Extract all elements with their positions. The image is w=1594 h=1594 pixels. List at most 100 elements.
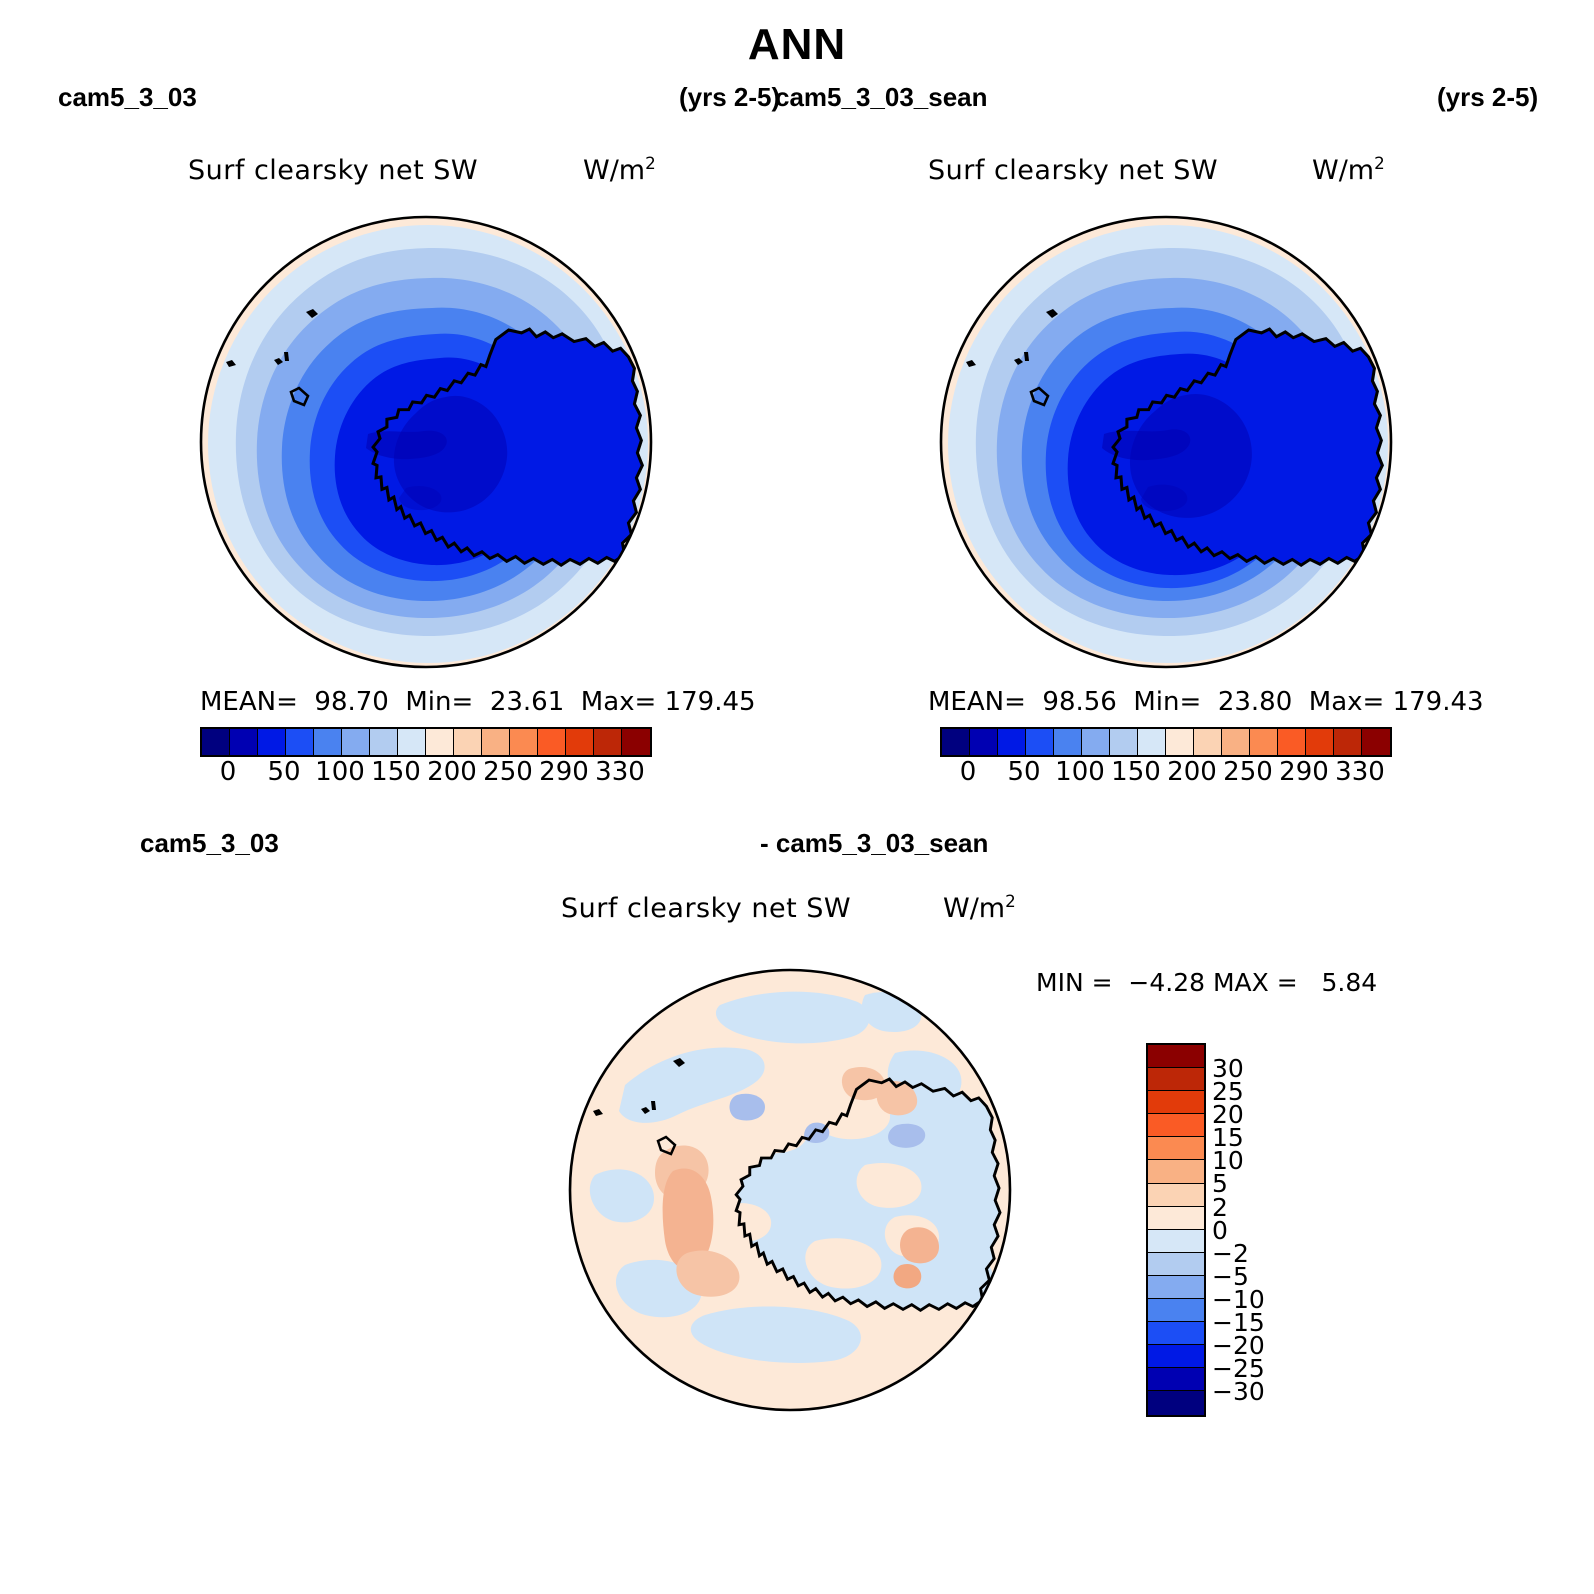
colorbar-cell bbox=[202, 729, 230, 755]
colorbar-cell bbox=[1148, 1206, 1204, 1230]
colorbar-cell bbox=[1148, 1391, 1204, 1415]
diff-header-case-right: - cam5_3_03_sean bbox=[760, 828, 989, 858]
colorbar-cell bbox=[230, 729, 258, 755]
colorbar-cell bbox=[510, 729, 538, 755]
colorbar-cell bbox=[1148, 1160, 1204, 1184]
colorbar-cell bbox=[286, 729, 314, 755]
header-case-left: cam5_3_03 bbox=[58, 82, 197, 112]
colorbar-tick: 0 bbox=[959, 757, 977, 787]
panel1-units-label: W/m2 bbox=[583, 153, 656, 186]
colorbar-cell bbox=[1148, 1091, 1204, 1115]
colorbar-cell bbox=[594, 729, 622, 755]
colorbar-cell bbox=[622, 729, 650, 755]
colorbar-cell bbox=[1082, 729, 1110, 755]
colorbar-cell bbox=[970, 729, 998, 755]
colorbar-cell bbox=[1278, 729, 1306, 755]
colorbar-cell bbox=[1148, 1068, 1204, 1092]
colorbar-cell bbox=[1250, 729, 1278, 755]
panel2-stats: MEAN= 98.56 Min= 23.80 Max= 179.43 bbox=[928, 687, 1484, 717]
colorbar-tick: 25 bbox=[1212, 1077, 1244, 1106]
header-case-right-years: (yrs 2-5) bbox=[1437, 82, 1539, 112]
colorbar-tick: −10 bbox=[1212, 1285, 1265, 1314]
panel3-colorbar[interactable] bbox=[1146, 1043, 1206, 1417]
colorbar-tick: 250 bbox=[483, 757, 533, 787]
colorbar-cell bbox=[1148, 1299, 1204, 1323]
colorbar-cell bbox=[314, 729, 342, 755]
colorbar-cell bbox=[1166, 729, 1194, 755]
panel1-colorbar-ticks: 0 50 100 150 200 250 290 330 bbox=[200, 757, 652, 791]
colorbar-tick: 200 bbox=[1167, 757, 1217, 787]
colorbar-cell bbox=[1026, 729, 1054, 755]
colorbar-cell bbox=[370, 729, 398, 755]
colorbar-cell bbox=[1054, 729, 1082, 755]
colorbar-cell bbox=[454, 729, 482, 755]
colorbar-tick: 5 bbox=[1212, 1169, 1228, 1198]
colorbar-tick: −15 bbox=[1212, 1308, 1265, 1337]
colorbar-tick: 10 bbox=[1212, 1146, 1244, 1175]
panel2-map bbox=[936, 212, 1396, 672]
diff-header-case-left: cam5_3_03 bbox=[140, 828, 279, 858]
panel1-colorbar[interactable] bbox=[200, 727, 652, 757]
header-case-right: cam5_3_03_sean bbox=[775, 82, 988, 112]
colorbar-cell bbox=[398, 729, 426, 755]
colorbar-tick: 330 bbox=[595, 757, 645, 787]
colorbar-cell bbox=[1306, 729, 1334, 755]
colorbar-tick: 0 bbox=[219, 757, 237, 787]
colorbar-cell bbox=[1148, 1137, 1204, 1161]
colorbar-cell bbox=[426, 729, 454, 755]
header-case-left-years: (yrs 2-5) bbox=[679, 82, 781, 112]
colorbar-cell bbox=[998, 729, 1026, 755]
panel2-variable-label: Surf clearsky net SW bbox=[928, 155, 1219, 186]
colorbar-tick: −5 bbox=[1212, 1262, 1249, 1291]
colorbar-cell bbox=[1222, 729, 1250, 755]
colorbar-cell bbox=[1148, 1368, 1204, 1392]
panel3-units-label: W/m2 bbox=[943, 891, 1016, 924]
colorbar-cell bbox=[1138, 729, 1166, 755]
panel3-map bbox=[565, 965, 1015, 1415]
colorbar-cell bbox=[342, 729, 370, 755]
colorbar-tick: 290 bbox=[539, 757, 589, 787]
panel3-variable-label: Surf clearsky net SW bbox=[561, 893, 852, 924]
colorbar-tick: 50 bbox=[267, 757, 301, 787]
colorbar-cell bbox=[1362, 729, 1390, 755]
panel2-colorbar-ticks: 0 50 100 150 200 250 290 330 bbox=[940, 757, 1392, 791]
colorbar-cell bbox=[566, 729, 594, 755]
colorbar-tick: 150 bbox=[371, 757, 421, 787]
colorbar-cell bbox=[1110, 729, 1138, 755]
colorbar-cell bbox=[1148, 1229, 1204, 1253]
colorbar-tick: −25 bbox=[1212, 1354, 1265, 1383]
page-title: ANN bbox=[747, 20, 847, 69]
colorbar-cell bbox=[1148, 1275, 1204, 1300]
colorbar-tick: 150 bbox=[1111, 757, 1161, 787]
colorbar-tick: 290 bbox=[1279, 757, 1329, 787]
colorbar-tick: 15 bbox=[1212, 1123, 1244, 1152]
colorbar-cell bbox=[942, 729, 970, 755]
colorbar-tick: −30 bbox=[1212, 1377, 1265, 1406]
colorbar-tick: −20 bbox=[1212, 1331, 1265, 1360]
colorbar-cell bbox=[538, 729, 566, 755]
colorbar-cell bbox=[1148, 1114, 1204, 1138]
panel2-units-label: W/m2 bbox=[1312, 153, 1385, 186]
colorbar-tick: 20 bbox=[1212, 1100, 1244, 1129]
colorbar-tick: 200 bbox=[427, 757, 477, 787]
colorbar-tick: 50 bbox=[1007, 757, 1041, 787]
panel3-stats: MIN = −4.28 MAX = 5.84 bbox=[1036, 968, 1378, 997]
colorbar-tick: 2 bbox=[1212, 1193, 1228, 1222]
colorbar-cell bbox=[258, 729, 286, 755]
colorbar-cell bbox=[1148, 1345, 1204, 1369]
colorbar-tick: 100 bbox=[315, 757, 365, 787]
colorbar-cell bbox=[1148, 1252, 1204, 1276]
colorbar-tick: 250 bbox=[1223, 757, 1273, 787]
colorbar-tick: 330 bbox=[1335, 757, 1385, 787]
colorbar-cell bbox=[1148, 1183, 1204, 1207]
panel2-colorbar[interactable] bbox=[940, 727, 1392, 757]
panel1-map bbox=[196, 212, 656, 672]
colorbar-cell bbox=[1194, 729, 1222, 755]
colorbar-tick: −2 bbox=[1212, 1239, 1249, 1268]
colorbar-cell bbox=[1334, 729, 1362, 755]
colorbar-cell bbox=[1148, 1322, 1204, 1346]
colorbar-cell bbox=[482, 729, 510, 755]
panel3-colorbar-ticks: 30 25 20 15 10 5 2 0 −2 −5 −10 −15 −20 −… bbox=[1212, 1043, 1302, 1415]
panel1-stats: MEAN= 98.70 Min= 23.61 Max= 179.45 bbox=[200, 687, 756, 717]
colorbar-tick: 100 bbox=[1055, 757, 1105, 787]
